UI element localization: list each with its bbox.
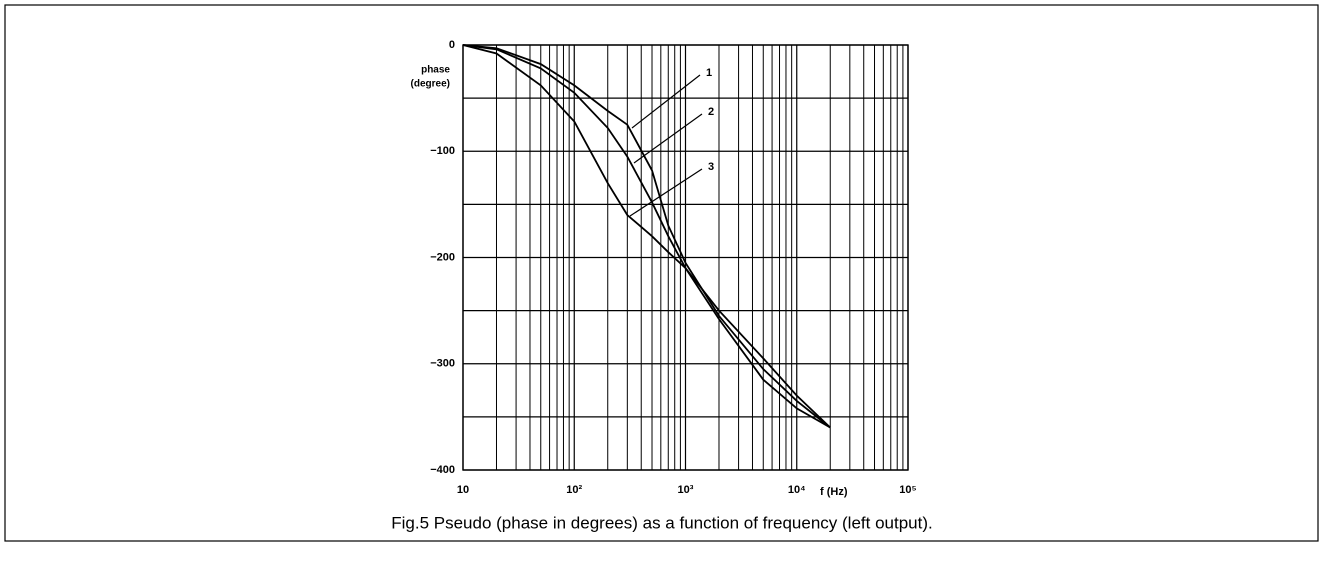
frame	[4, 4, 1319, 542]
series-line	[462, 44, 831, 429]
y-tick-label: −400	[430, 464, 455, 476]
series-label: 2	[708, 106, 714, 118]
y-axis-label: phase	[421, 65, 450, 76]
x-tick-label: 10⁵	[899, 484, 916, 496]
leader-line	[633, 113, 703, 164]
plot-border	[462, 44, 909, 471]
y-axis-label: (degree)	[411, 79, 450, 90]
caption: Fig.5 Pseudo (phase in degrees) as a fun…	[391, 513, 933, 532]
y-tick-label: 0	[449, 39, 455, 51]
y-tick-label: −200	[430, 251, 455, 263]
series-line	[462, 44, 831, 429]
leader-line	[629, 168, 703, 217]
x-axis-label: f (Hz)	[820, 486, 848, 498]
x-tick-label: 10³	[678, 484, 694, 496]
series-line	[462, 44, 831, 429]
x-tick-label: 10⁴	[788, 484, 806, 496]
y-tick-label: −300	[430, 358, 455, 370]
x-tick-label: 10²	[566, 484, 582, 496]
y-tick-label: −100	[430, 145, 455, 157]
x-tick-label: 10	[457, 484, 469, 496]
series-label: 1	[706, 67, 712, 79]
leader-line	[631, 74, 701, 129]
series-label: 3	[708, 161, 714, 173]
